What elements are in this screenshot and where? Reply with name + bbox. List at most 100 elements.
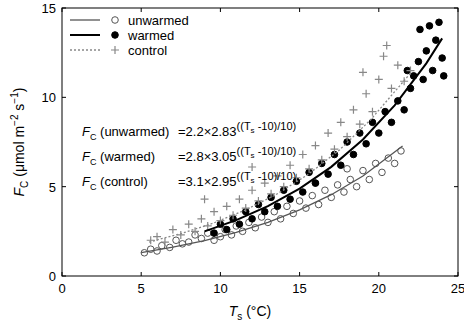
point — [312, 180, 319, 187]
point — [216, 217, 224, 225]
y-tick — [454, 97, 458, 98]
x-tick — [141, 8, 142, 12]
x-tick-label: 10 — [213, 281, 227, 296]
text-part: (unwarmed) — [96, 124, 169, 139]
point — [299, 151, 307, 159]
x-tick — [378, 8, 379, 12]
point — [349, 106, 357, 114]
x-tick-label: 25 — [451, 281, 464, 296]
point — [286, 161, 294, 169]
x-tick-label: 20 — [372, 281, 386, 296]
text-part: (μmol m — [11, 126, 27, 181]
point — [154, 248, 161, 255]
point — [341, 189, 348, 196]
point — [210, 208, 218, 216]
point — [420, 76, 427, 83]
point — [201, 195, 209, 203]
point — [429, 67, 436, 74]
point — [359, 68, 367, 76]
legend-marker — [112, 32, 119, 39]
point — [334, 182, 341, 189]
point — [223, 226, 230, 233]
point — [191, 227, 199, 235]
legend-line — [70, 34, 100, 36]
point — [356, 120, 364, 128]
y-tick-label: 15 — [42, 1, 56, 16]
legend-label: warmed — [127, 28, 174, 43]
point — [236, 221, 243, 228]
legend-label: control — [128, 43, 167, 58]
point — [433, 37, 440, 44]
point — [318, 156, 326, 164]
equation-lhs: FC (warmed) — [82, 149, 155, 167]
y-tick — [62, 8, 66, 9]
point — [311, 142, 319, 150]
point — [312, 180, 319, 187]
text-part: (°C) — [242, 303, 271, 319]
point — [440, 73, 447, 80]
text-part: ) — [11, 88, 27, 93]
point — [344, 166, 351, 173]
point — [426, 23, 433, 30]
point — [296, 198, 303, 205]
x-tick — [299, 272, 300, 276]
point — [248, 186, 256, 194]
x-tick — [458, 272, 459, 276]
point — [223, 202, 231, 210]
text-part: (control) — [96, 174, 147, 189]
text-part: -10)/10) — [255, 170, 297, 182]
legend-marker — [111, 46, 119, 54]
point — [401, 107, 408, 114]
point — [436, 19, 443, 26]
point — [380, 52, 388, 60]
point — [376, 130, 383, 137]
point — [197, 215, 205, 223]
point — [330, 145, 338, 153]
point — [299, 189, 306, 196]
point — [169, 226, 177, 234]
point — [417, 26, 424, 33]
fit-line — [149, 73, 410, 242]
y-tick — [454, 276, 458, 277]
x-tick-label: 0 — [58, 281, 65, 296]
y-tick-label: 10 — [42, 90, 56, 105]
y-tick — [62, 276, 66, 277]
point — [337, 162, 344, 169]
point — [387, 84, 395, 92]
fit-line — [205, 38, 443, 231]
x-tick — [220, 272, 221, 276]
y-tick-label: 5 — [49, 180, 56, 195]
point — [439, 55, 446, 62]
y-axis-label: FC (μmol m−2 s−1) — [9, 88, 30, 197]
x-tick — [62, 272, 63, 276]
y-tick — [62, 97, 66, 98]
x-tick-label: 5 — [138, 281, 145, 296]
x-tick — [458, 8, 459, 12]
plot-data — [141, 19, 447, 256]
x-tick — [220, 8, 221, 12]
text-part: =2.8×3.05 — [178, 149, 237, 164]
equation-rhs: =2.2×2.83((Ts -10)/10) — [178, 120, 296, 139]
point — [324, 129, 332, 137]
x-axis-label: Ts (°C) — [229, 303, 272, 322]
point — [322, 187, 329, 194]
y-tick — [454, 8, 458, 9]
point — [274, 203, 281, 210]
text-part: =3.1×2.95 — [178, 174, 237, 189]
point — [325, 171, 332, 178]
point — [185, 220, 193, 228]
text-part: -10)/10) — [255, 145, 297, 157]
equation-rhs: =3.1×2.95((Ts -10)/10) — [178, 170, 296, 189]
point — [415, 58, 422, 65]
x-tick-label: 15 — [292, 281, 306, 296]
equation-lhs: FC (unwarmed) — [82, 124, 169, 142]
chart: 0510152025051015Ts (°C)FC (μmol m−2 s−1)… — [0, 0, 464, 322]
legend-line — [70, 49, 100, 50]
point — [211, 230, 218, 237]
equation-rhs: =2.8×3.05((Ts -10)/10) — [178, 145, 296, 164]
x-tick — [141, 272, 142, 276]
text-part: ((T — [237, 120, 251, 132]
text-part: (warmed) — [96, 149, 155, 164]
fit-line — [141, 146, 402, 253]
text-part: ((T — [237, 145, 251, 157]
